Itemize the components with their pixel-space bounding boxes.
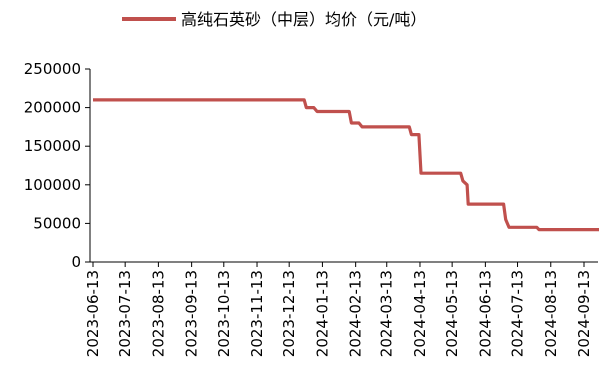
x-tick-label: 2024-07-13 (509, 270, 527, 357)
series-line (93, 98, 599, 232)
x-tick-label: 2024-03-13 (378, 270, 396, 357)
x-axis: 2023-06-13 2023-07-13 2023-08-13 2023-09-13… (84, 261, 598, 357)
y-tick-label: 250000 (24, 60, 81, 78)
x-tick-label: 2024-08-13 (542, 270, 560, 357)
legend: 高纯石英砂（中层）均价（元/吨） (122, 10, 426, 29)
x-tick-label: 2023-07-13 (116, 270, 134, 357)
x-tick-label: 2024-02-13 (347, 270, 365, 357)
x-tick-label: 2023-08-13 (149, 270, 167, 357)
x-tick-label: 2024-01-13 (313, 270, 331, 357)
y-tick-label: 200000 (24, 99, 81, 117)
y-tick-label: 0 (71, 253, 81, 271)
x-tick-label: 2023-06-13 (84, 270, 102, 357)
legend-label: 高纯石英砂（中层）均价（元/吨） (181, 10, 426, 29)
x-tick-label: 2023-12-13 (280, 270, 298, 357)
x-tick-label: 2023-10-13 (215, 270, 233, 357)
x-tick-label: 2024-06-13 (476, 270, 494, 357)
plot-series (93, 98, 599, 232)
x-tick-label: 2024-04-13 (411, 270, 429, 357)
y-axis: 0 50000 100000 150000 200000 250000 (24, 60, 91, 271)
x-tick-label: 2024-09-13 (575, 270, 593, 357)
x-tick-label: 2023-11-13 (248, 270, 266, 357)
x-tick-label: 2024-05-13 (443, 270, 461, 357)
y-tick-label: 100000 (24, 176, 81, 194)
y-tick-label: 50000 (33, 214, 81, 232)
y-tick-label: 150000 (24, 137, 81, 155)
x-tick-label: 2023-09-13 (183, 270, 201, 357)
